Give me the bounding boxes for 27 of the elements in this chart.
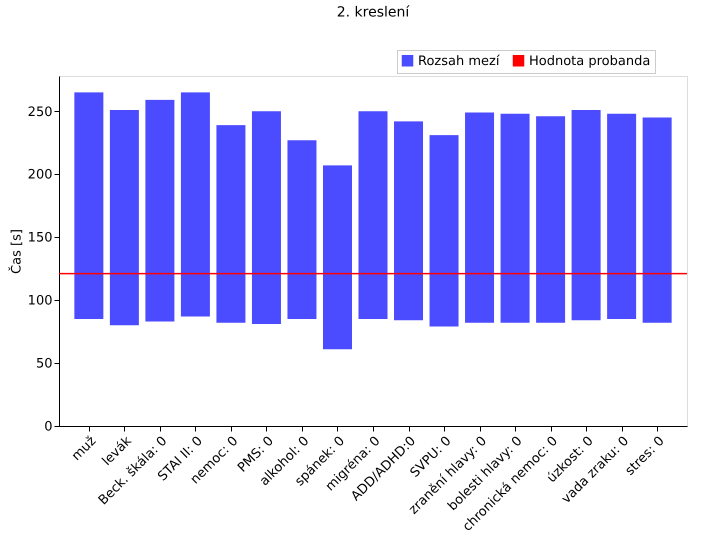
bar	[110, 110, 139, 326]
y-tick-label: 150	[28, 230, 52, 246]
bar	[216, 125, 246, 323]
y-tick-label: 50	[36, 356, 52, 372]
y-tick-label: 0	[44, 420, 52, 434]
y-axis-title: Čas [s]	[8, 229, 25, 274]
y-tick-label: 250	[28, 104, 52, 120]
legend-label: Rozsah mezí	[418, 54, 500, 69]
bar	[465, 112, 494, 323]
bar	[430, 135, 459, 327]
bar	[500, 114, 530, 323]
y-tick-label: 200	[28, 168, 52, 183]
bar	[394, 121, 424, 320]
bar	[607, 114, 636, 319]
y-tick-label: 100	[28, 294, 52, 309]
bar	[536, 116, 566, 323]
bar	[180, 92, 210, 316]
legend-label: Hodnota probanda	[529, 54, 650, 69]
bar	[358, 111, 388, 319]
bar	[287, 140, 316, 319]
bar	[252, 111, 281, 324]
bar	[642, 118, 672, 323]
bar	[322, 165, 352, 350]
bar	[74, 92, 104, 319]
bar	[572, 110, 601, 320]
bar	[145, 100, 174, 322]
chart-title: 2. kreslení	[336, 4, 410, 20]
